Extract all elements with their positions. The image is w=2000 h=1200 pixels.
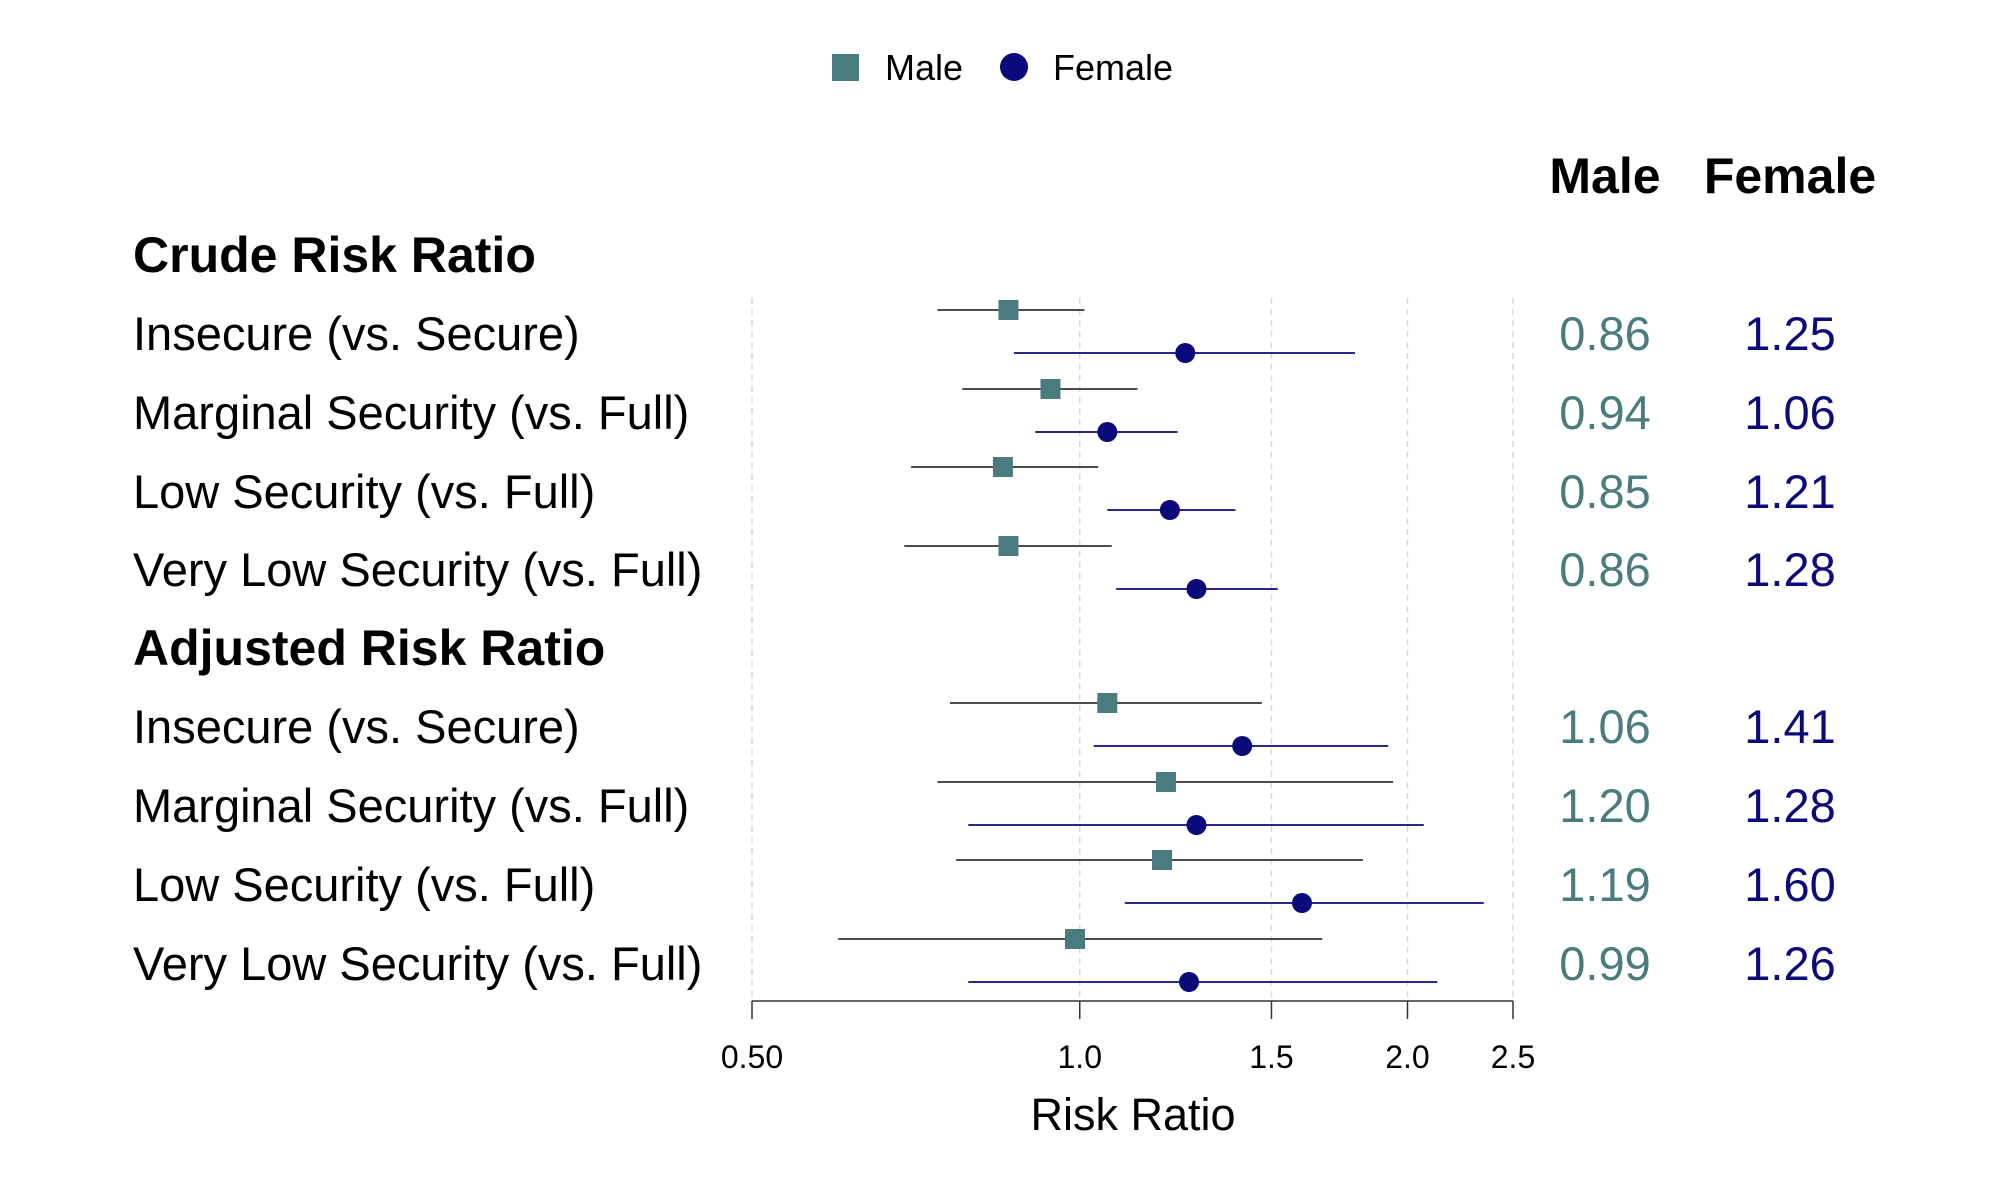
row-label: Very Low Security (vs. Full) bbox=[133, 543, 702, 596]
male-value: 0.86 bbox=[1559, 543, 1650, 596]
male-values: 0.86 0.94 0.85 0.86 1.06 1.20 1.19 0.99 bbox=[1559, 307, 1650, 990]
male-value: 1.19 bbox=[1559, 858, 1650, 911]
row-label: Insecure (vs. Secure) bbox=[133, 307, 580, 360]
female-point bbox=[1175, 343, 1196, 363]
x-tick-label: 0.50 bbox=[721, 1039, 783, 1075]
male-value: 1.06 bbox=[1559, 700, 1650, 753]
group-title-adjusted: Adjusted Risk Ratio bbox=[133, 620, 605, 676]
legend-female-label: Female bbox=[1053, 47, 1173, 88]
female-point bbox=[1097, 422, 1118, 442]
row-label: Insecure (vs. Secure) bbox=[133, 700, 580, 753]
female-point bbox=[1232, 736, 1253, 756]
male-value: 0.94 bbox=[1559, 386, 1650, 439]
male-point bbox=[1064, 929, 1085, 949]
row-label: Low Security (vs. Full) bbox=[133, 858, 595, 911]
row-label: Marginal Security (vs. Full) bbox=[133, 386, 689, 439]
female-value: 1.06 bbox=[1744, 386, 1835, 439]
female-point bbox=[1186, 815, 1207, 835]
x-tick-label: 1.0 bbox=[1058, 1039, 1102, 1075]
female-value: 1.21 bbox=[1744, 465, 1835, 518]
row-label: Very Low Security (vs. Full) bbox=[133, 937, 702, 990]
female-value: 1.26 bbox=[1744, 937, 1835, 990]
male-point bbox=[1097, 693, 1118, 713]
male-point bbox=[998, 536, 1019, 556]
female-value: 1.28 bbox=[1744, 779, 1835, 832]
female-value: 1.60 bbox=[1744, 858, 1835, 911]
x-axis-title: Risk Ratio bbox=[1030, 1089, 1235, 1140]
male-point bbox=[992, 457, 1013, 477]
x-tick-label: 2.5 bbox=[1491, 1039, 1535, 1075]
female-point bbox=[1186, 579, 1207, 599]
male-value: 0.85 bbox=[1559, 465, 1650, 518]
female-value: 1.28 bbox=[1744, 543, 1835, 596]
x-tick-label: 2.0 bbox=[1385, 1039, 1429, 1075]
male-point bbox=[1151, 850, 1172, 870]
group-title-crude: Crude Risk Ratio bbox=[133, 227, 536, 283]
plot-marks bbox=[838, 300, 1484, 992]
row-label: Marginal Security (vs. Full) bbox=[133, 779, 689, 832]
male-point bbox=[1040, 379, 1061, 399]
male-point bbox=[1155, 772, 1176, 792]
female-value: 1.41 bbox=[1744, 700, 1835, 753]
male-point bbox=[998, 300, 1019, 320]
column-header-female: Female bbox=[1704, 148, 1876, 204]
female-value: 1.25 bbox=[1744, 307, 1835, 360]
female-point bbox=[1291, 893, 1312, 913]
legend-male-label: Male bbox=[885, 47, 963, 88]
grid-lines bbox=[751, 298, 1514, 1000]
female-values: 1.25 1.06 1.21 1.28 1.41 1.28 1.60 1.26 bbox=[1744, 307, 1835, 990]
row-labels: Insecure (vs. Secure) Marginal Security … bbox=[133, 307, 702, 990]
male-value: 0.86 bbox=[1559, 307, 1650, 360]
column-header-male: Male bbox=[1549, 148, 1660, 204]
x-axis: 0.50 1.0 1.5 2.0 2.5 bbox=[721, 1000, 1535, 1075]
x-tick-label: 1.5 bbox=[1249, 1039, 1293, 1075]
row-label: Low Security (vs. Full) bbox=[133, 465, 595, 518]
female-point bbox=[1179, 972, 1200, 992]
legend-female-marker bbox=[1000, 53, 1028, 81]
male-value: 1.20 bbox=[1559, 779, 1650, 832]
female-point bbox=[1159, 500, 1180, 520]
legend-male-marker bbox=[832, 54, 859, 81]
male-value: 0.99 bbox=[1559, 937, 1650, 990]
legend: Male Female bbox=[832, 47, 1173, 88]
